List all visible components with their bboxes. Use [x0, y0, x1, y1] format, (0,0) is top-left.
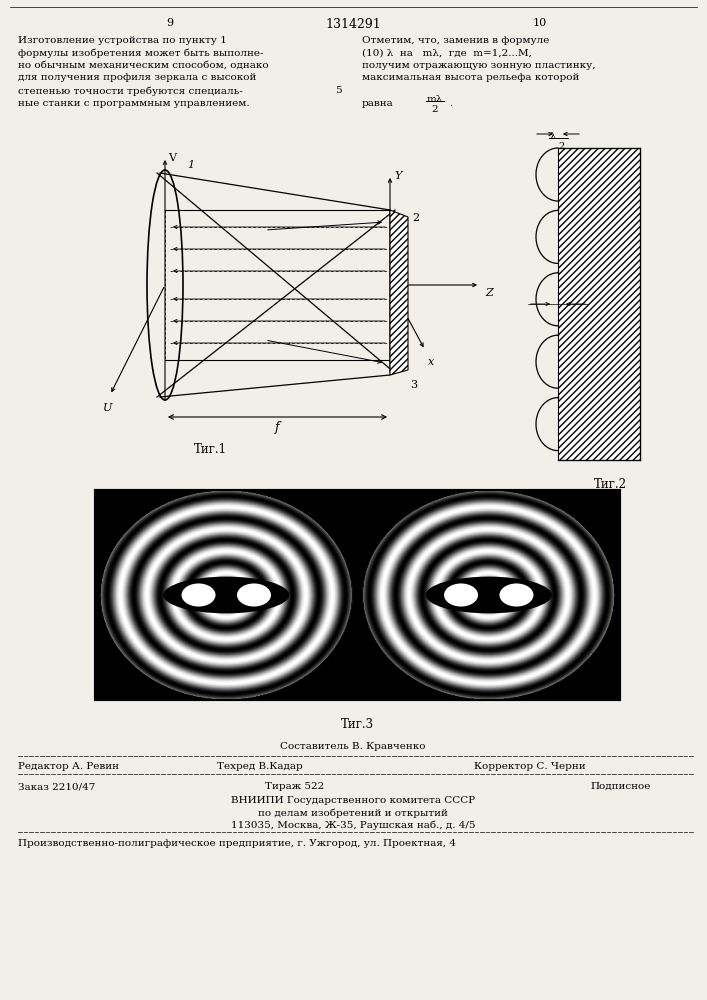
Ellipse shape: [499, 583, 534, 607]
Text: x: x: [428, 357, 434, 367]
Text: U: U: [103, 403, 112, 413]
Text: Τиг.3: Τиг.3: [341, 718, 374, 731]
Ellipse shape: [426, 577, 551, 613]
Text: формулы изобретения может быть выполне-: формулы изобретения может быть выполне-: [18, 48, 264, 58]
Text: Отметим, что, заменив в формуле: Отметим, что, заменив в формуле: [362, 36, 549, 45]
Text: 2: 2: [558, 142, 564, 151]
Text: максимальная высота рельефа которой: максимальная высота рельефа которой: [362, 74, 579, 83]
Text: Производственно-полиграфическое предприятие, г. Ужгород, ул. Проектная, 4: Производственно-полиграфическое предприя…: [18, 839, 456, 848]
Text: λ: λ: [550, 132, 556, 141]
Text: 113035, Москва, Ж-35, Раушская наб., д. 4/5: 113035, Москва, Ж-35, Раушская наб., д. …: [230, 820, 475, 830]
Ellipse shape: [163, 577, 289, 613]
Text: (10) λ  на   mλ,  где  m=1,2...M,: (10) λ на mλ, где m=1,2...M,: [362, 48, 532, 57]
Text: для получения профиля зеркала с высокой: для получения профиля зеркала с высокой: [18, 74, 257, 83]
Bar: [95, 490, 620, 700]
Text: f: f: [275, 421, 279, 434]
Text: 5: 5: [334, 86, 341, 95]
Ellipse shape: [237, 583, 271, 607]
Text: 3: 3: [410, 380, 417, 390]
Bar: [95, 490, 620, 700]
Polygon shape: [390, 210, 408, 375]
Ellipse shape: [182, 583, 216, 607]
Text: Тираж 522: Тираж 522: [265, 782, 325, 791]
Text: Техред В.Кадар: Техред В.Кадар: [217, 762, 303, 771]
Text: получим отражающую зонную пластинку,: получим отражающую зонную пластинку,: [362, 61, 595, 70]
Text: .: .: [449, 99, 452, 107]
Text: 9: 9: [166, 18, 173, 28]
Text: ВНИИПИ Государственного комитета СССР: ВНИИПИ Государственного комитета СССР: [231, 796, 475, 805]
Text: ные станки с программным управлением.: ные станки с программным управлением.: [18, 99, 250, 107]
Text: Y: Y: [394, 171, 402, 181]
Text: Τиг.2: Τиг.2: [593, 478, 626, 491]
Text: V: V: [168, 153, 176, 163]
Text: 2: 2: [432, 105, 438, 114]
Text: Составитель В. Кравченко: Составитель В. Кравченко: [280, 742, 426, 751]
Text: 1314291: 1314291: [325, 18, 381, 31]
Text: Заказ 2210/47: Заказ 2210/47: [18, 782, 95, 791]
Text: Подписное: Подписное: [590, 782, 650, 791]
Text: 1: 1: [187, 160, 194, 170]
Text: Корректор С. Черни: Корректор С. Черни: [474, 762, 586, 771]
Text: Z: Z: [485, 288, 493, 298]
Ellipse shape: [444, 583, 478, 607]
Text: Редактор А. Ревин: Редактор А. Ревин: [18, 762, 119, 771]
Text: равна: равна: [362, 99, 394, 107]
Text: mλ: mλ: [427, 95, 443, 104]
Text: 2: 2: [412, 213, 419, 223]
Text: по делам изобретений и открытий: по делам изобретений и открытий: [258, 808, 448, 818]
Text: но обычным механическим способом, однако: но обычным механическим способом, однако: [18, 61, 269, 70]
Text: Τиг.1: Τиг.1: [194, 443, 226, 456]
Text: степенью точности требуются специаль-: степенью точности требуются специаль-: [18, 86, 243, 96]
Text: 10: 10: [533, 18, 547, 28]
Text: Изготовление устройства по пункту 1: Изготовление устройства по пункту 1: [18, 36, 227, 45]
Polygon shape: [558, 148, 640, 460]
